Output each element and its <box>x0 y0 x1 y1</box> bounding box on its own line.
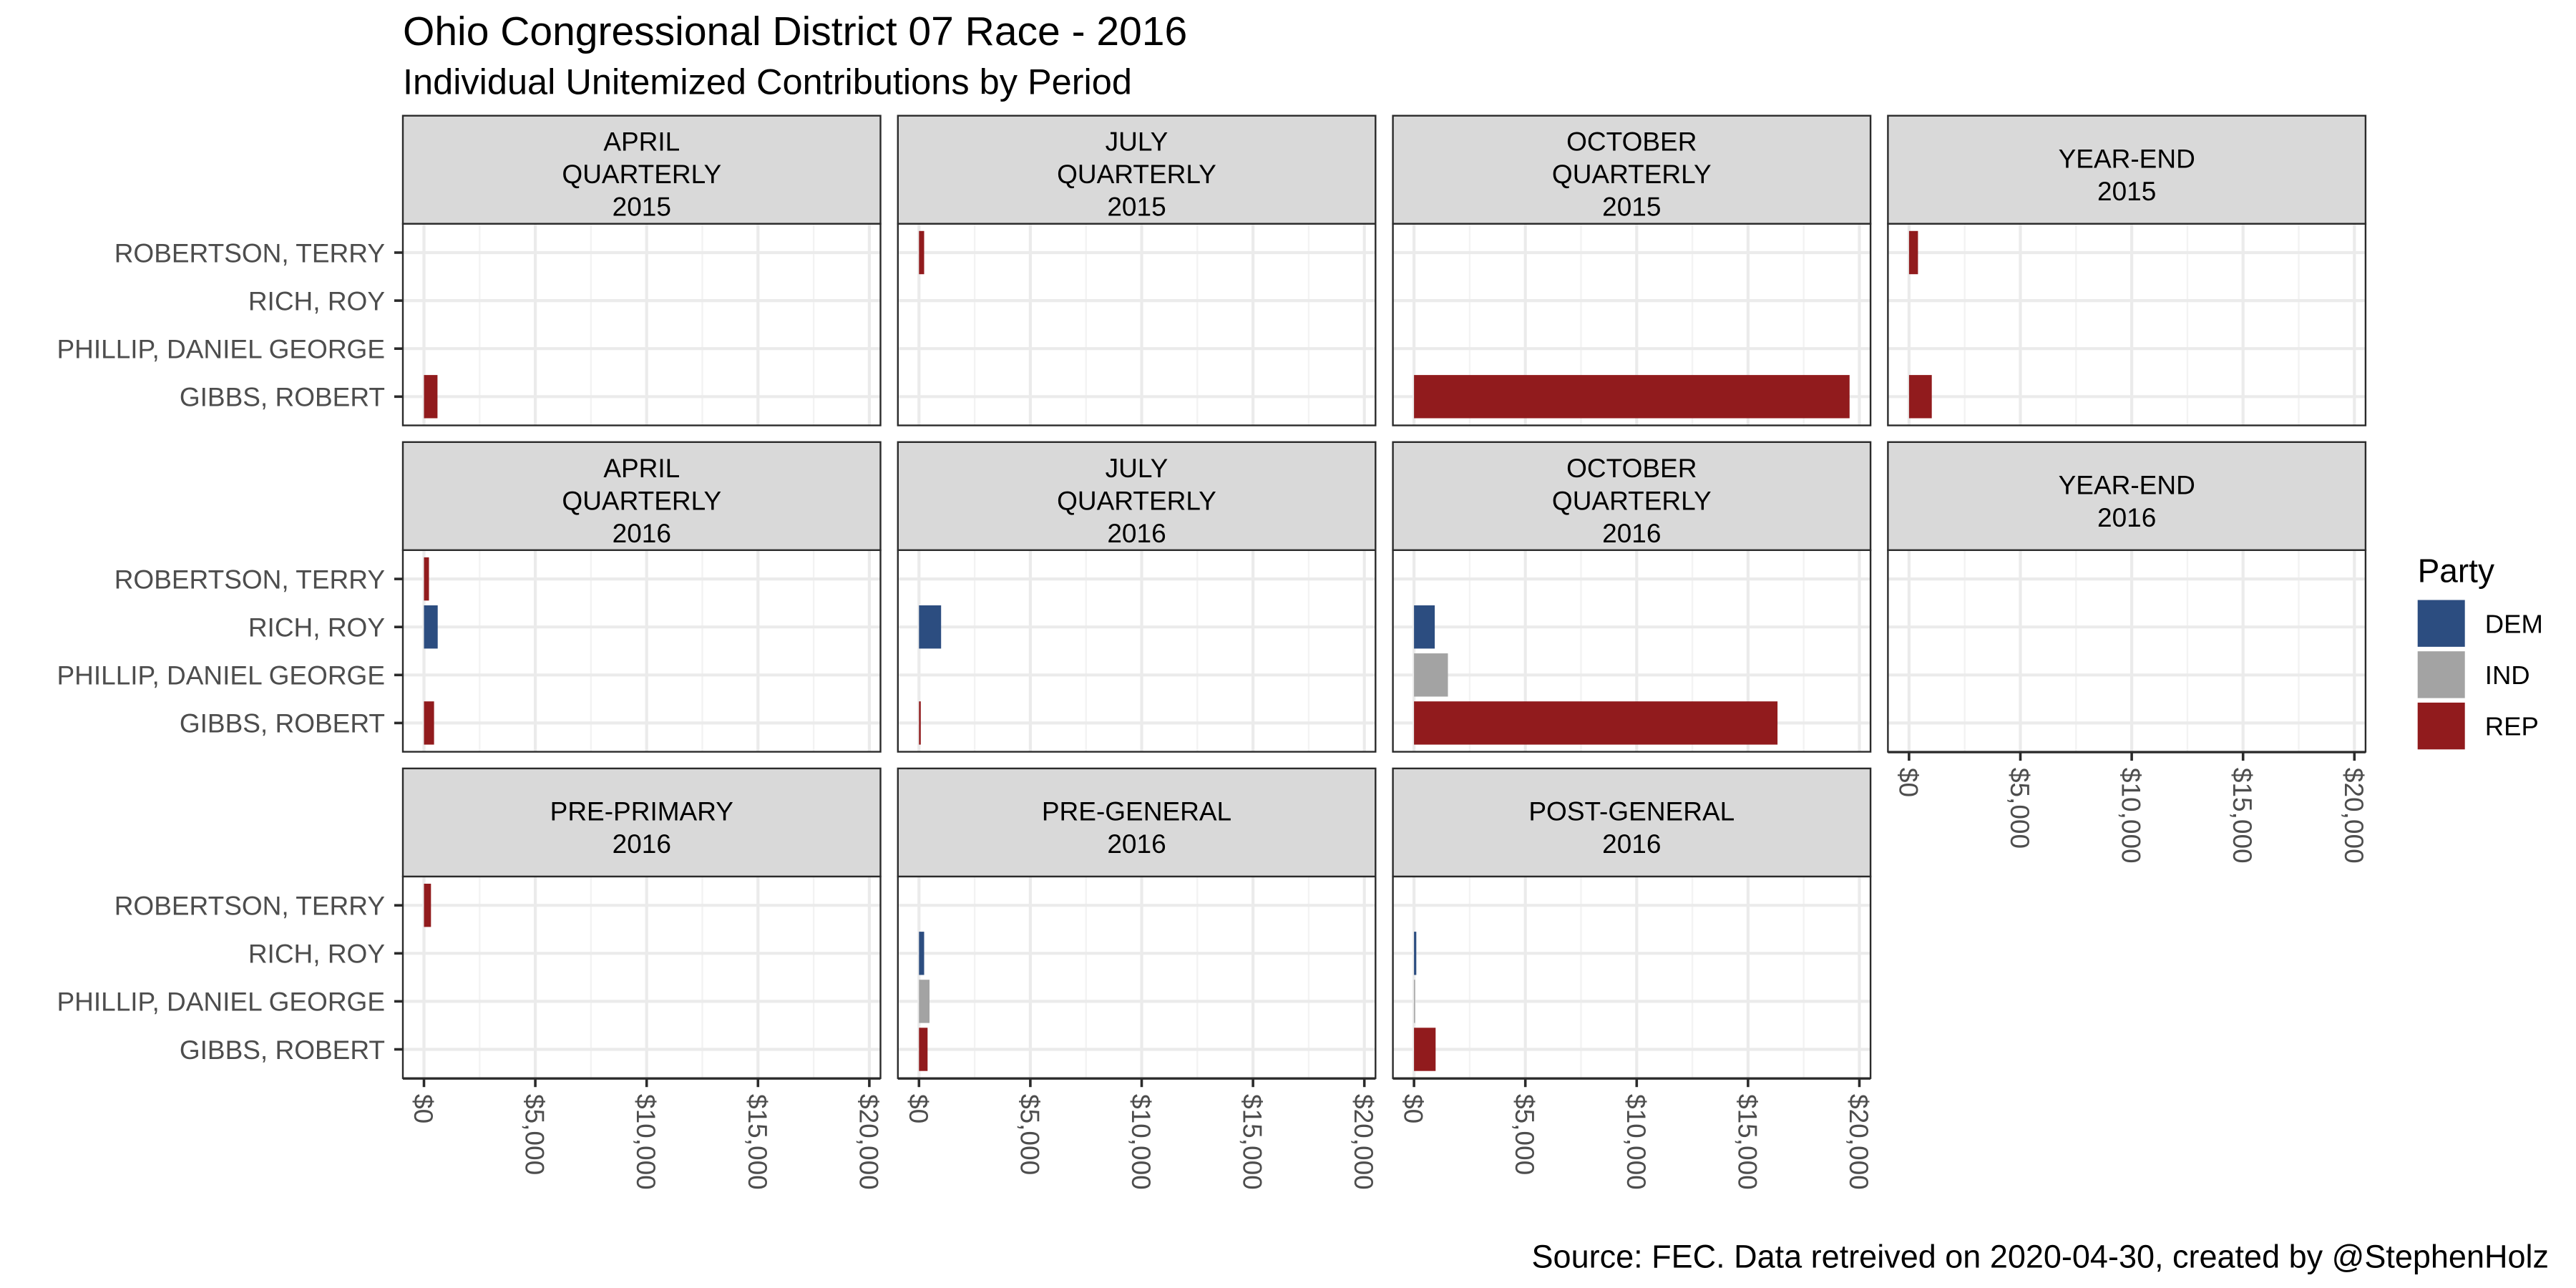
svg-text:PHILLIP, DANIEL GEORGE: PHILLIP, DANIEL GEORGE <box>57 661 385 691</box>
svg-text:GIBBS, ROBERT: GIBBS, ROBERT <box>180 1035 385 1065</box>
svg-text:$10,000: $10,000 <box>1126 1094 1156 1190</box>
svg-text:$20,000: $20,000 <box>1844 1094 1873 1190</box>
svg-text:$5,000: $5,000 <box>2005 768 2034 849</box>
svg-text:QUARTERLY: QUARTERLY <box>1057 486 1216 515</box>
svg-text:YEAR-END: YEAR-END <box>2059 144 2195 173</box>
svg-text:JULY: JULY <box>1106 454 1169 483</box>
svg-text:2016: 2016 <box>613 519 671 548</box>
svg-text:$5,000: $5,000 <box>1015 1094 1044 1175</box>
svg-text:Source: FEC. Data retreived on: Source: FEC. Data retreived on 2020-04-3… <box>1532 1239 2549 1275</box>
svg-text:Ohio Congressional District 07: Ohio Congressional District 07 Race - 20… <box>403 9 1187 54</box>
svg-text:Individual Unitemized Contribu: Individual Unitemized Contributions by P… <box>403 62 1132 102</box>
svg-text:$10,000: $10,000 <box>631 1094 660 1190</box>
svg-text:$20,000: $20,000 <box>1349 1094 1378 1190</box>
svg-text:REP: REP <box>2485 712 2539 741</box>
svg-text:$0: $0 <box>1399 1094 1428 1123</box>
svg-text:PRE-PRIMARY: PRE-PRIMARY <box>550 797 733 826</box>
svg-text:QUARTERLY: QUARTERLY <box>1057 160 1216 189</box>
svg-text:$20,000: $20,000 <box>2339 768 2368 864</box>
svg-text:$10,000: $10,000 <box>1621 1094 1651 1190</box>
svg-text:APRIL: APRIL <box>603 454 680 483</box>
svg-text:PHILLIP, DANIEL GEORGE: PHILLIP, DANIEL GEORGE <box>57 335 385 364</box>
svg-text:IND: IND <box>2485 660 2530 690</box>
svg-text:APRIL: APRIL <box>603 127 680 157</box>
svg-text:$0: $0 <box>409 1094 438 1123</box>
svg-text:$15,000: $15,000 <box>1732 1094 1762 1190</box>
svg-text:$10,000: $10,000 <box>2117 768 2146 864</box>
svg-text:2015: 2015 <box>613 192 671 222</box>
svg-text:ROBERTSON, TERRY: ROBERTSON, TERRY <box>114 238 385 268</box>
svg-text:$15,000: $15,000 <box>2228 768 2257 864</box>
svg-text:RICH, ROY: RICH, ROY <box>248 613 385 643</box>
svg-text:OCTOBER: OCTOBER <box>1566 127 1697 157</box>
svg-text:QUARTERLY: QUARTERLY <box>1552 486 1712 515</box>
svg-text:DEM: DEM <box>2485 609 2543 638</box>
svg-text:ROBERTSON, TERRY: ROBERTSON, TERRY <box>114 892 385 921</box>
svg-text:$5,000: $5,000 <box>1510 1094 1539 1175</box>
svg-text:$0: $0 <box>1893 768 1923 797</box>
svg-text:RICH, ROY: RICH, ROY <box>248 286 385 316</box>
svg-text:QUARTERLY: QUARTERLY <box>1552 160 1712 189</box>
svg-text:2015: 2015 <box>2097 177 2156 206</box>
svg-text:PHILLIP, DANIEL GEORGE: PHILLIP, DANIEL GEORGE <box>57 987 385 1017</box>
svg-text:JULY: JULY <box>1106 127 1169 157</box>
svg-text:POST-GENERAL: POST-GENERAL <box>1528 797 1735 826</box>
svg-text:2016: 2016 <box>1107 829 1166 859</box>
svg-text:YEAR-END: YEAR-END <box>2059 471 2195 500</box>
svg-text:2015: 2015 <box>1107 192 1166 222</box>
svg-text:GIBBS, ROBERT: GIBBS, ROBERT <box>180 383 385 412</box>
svg-text:$15,000: $15,000 <box>1238 1094 1267 1190</box>
svg-text:QUARTERLY: QUARTERLY <box>562 160 721 189</box>
svg-text:GIBBS, ROBERT: GIBBS, ROBERT <box>180 709 385 738</box>
svg-text:PRE-GENERAL: PRE-GENERAL <box>1042 797 1231 826</box>
svg-text:QUARTERLY: QUARTERLY <box>562 486 721 515</box>
svg-text:RICH, ROY: RICH, ROY <box>248 940 385 969</box>
svg-text:2015: 2015 <box>1602 192 1661 222</box>
svg-text:2016: 2016 <box>2097 503 2156 532</box>
svg-text:$0: $0 <box>904 1094 933 1123</box>
svg-text:$15,000: $15,000 <box>743 1094 772 1190</box>
svg-text:$20,000: $20,000 <box>854 1094 883 1190</box>
svg-text:2016: 2016 <box>1602 829 1661 859</box>
svg-text:$5,000: $5,000 <box>520 1094 550 1175</box>
svg-text:2016: 2016 <box>1602 519 1661 548</box>
svg-text:2016: 2016 <box>1107 519 1166 548</box>
svg-text:OCTOBER: OCTOBER <box>1566 454 1697 483</box>
svg-text:Party: Party <box>2418 552 2494 589</box>
svg-text:ROBERTSON, TERRY: ROBERTSON, TERRY <box>114 565 385 594</box>
svg-text:2016: 2016 <box>613 829 671 859</box>
